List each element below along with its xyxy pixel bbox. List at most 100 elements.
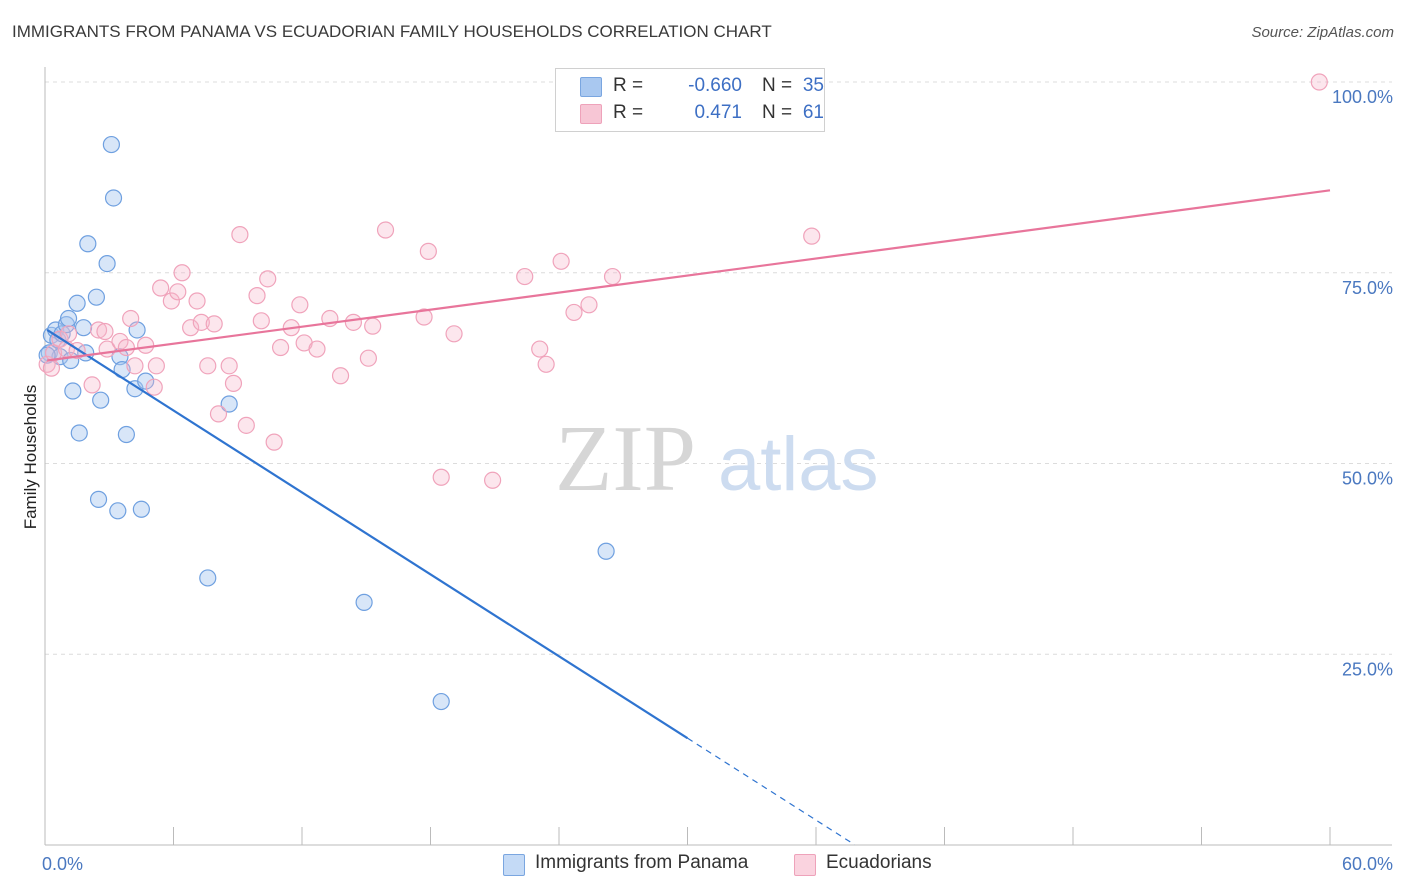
point-ecuadorians <box>415 308 433 326</box>
point-ecuadorians <box>359 349 377 367</box>
point-panama <box>132 500 150 518</box>
series-swatch-panama <box>503 854 525 876</box>
point-ecuadorians <box>111 332 129 351</box>
point-panama <box>432 692 450 711</box>
data-points <box>38 73 1328 711</box>
point-panama <box>104 189 123 207</box>
point-ecuadorians <box>565 303 583 322</box>
point-ecuadorians <box>248 287 266 305</box>
series-label-panama: Immigrants from Panama <box>535 852 749 873</box>
point-ecuadorians <box>89 321 108 339</box>
point-ecuadorians <box>209 405 228 423</box>
point-ecuadorians <box>331 367 350 385</box>
point-ecuadorians <box>199 357 217 375</box>
x-tick-label: 0.0% <box>42 854 83 874</box>
point-ecuadorians <box>537 355 555 373</box>
point-panama <box>117 425 135 444</box>
legend-swatch-ecuadorians <box>580 104 602 124</box>
point-ecuadorians <box>137 336 155 354</box>
legend-n-value: 35 <box>802 75 824 96</box>
point-ecuadorians <box>237 416 255 434</box>
point-ecuadorians <box>83 376 101 394</box>
point-ecuadorians <box>231 226 249 244</box>
point-ecuadorians <box>552 252 570 270</box>
source-label: Source: ZipAtlas.com <box>1251 24 1394 41</box>
point-panama <box>137 372 155 390</box>
point-ecuadorians <box>445 325 463 343</box>
trend-line-ecuadorians <box>46 189 1331 362</box>
point-panama <box>109 502 127 520</box>
watermark-zip: ZIP <box>555 407 696 511</box>
trend-lines <box>46 189 1331 846</box>
point-ecuadorians <box>432 468 450 486</box>
y-tick-label: 75.0% <box>1342 278 1393 298</box>
point-panama <box>220 395 238 413</box>
y-tick-label: 25.0% <box>1342 659 1393 679</box>
point-ecuadorians <box>224 374 243 392</box>
point-panama <box>68 294 86 312</box>
point-panama <box>64 382 82 400</box>
x-tick-label: 60.0% <box>1342 854 1393 874</box>
point-ecuadorians <box>252 312 270 330</box>
series-swatch-ecuadorians <box>794 854 816 876</box>
legend-swatch-panama <box>580 77 602 97</box>
point-ecuadorians <box>192 313 210 331</box>
correlation-legend: R = -0.660 N = 35 R = 0.471 N = 61 <box>555 68 825 132</box>
tick-labels: 25.0% 50.0% 75.0% 100.0% 0.0% 60.0% <box>42 87 1393 874</box>
legend-r-value: -0.660 <box>688 75 742 96</box>
point-ecuadorians <box>147 357 165 375</box>
point-ecuadorians <box>308 340 326 358</box>
legend-n-label: N = <box>762 102 793 123</box>
point-ecuadorians <box>271 338 290 357</box>
point-ecuadorians <box>516 267 534 286</box>
point-ecuadorians <box>145 378 163 396</box>
point-ecuadorians <box>603 267 622 286</box>
legend-n-value: 61 <box>802 102 824 123</box>
point-ecuadorians <box>42 359 61 377</box>
point-ecuadorians <box>188 292 206 310</box>
point-panama <box>111 348 129 366</box>
point-ecuadorians <box>182 319 200 337</box>
point-panama <box>98 254 116 273</box>
point-panama <box>199 569 217 587</box>
point-ecuadorians <box>169 283 187 301</box>
trend-line-panama <box>46 329 689 740</box>
grid-lines <box>45 81 1392 655</box>
point-ecuadorians <box>122 309 140 328</box>
point-panama <box>92 391 110 409</box>
watermark: ZIP atlas <box>555 407 879 511</box>
point-ecuadorians <box>220 357 238 375</box>
point-panama <box>59 309 78 328</box>
point-ecuadorians <box>117 338 135 357</box>
point-ecuadorians <box>1310 73 1328 91</box>
point-ecuadorians <box>376 221 395 239</box>
y-tick-label: 50.0% <box>1342 469 1393 489</box>
point-ecuadorians <box>364 317 382 335</box>
point-ecuadorians <box>162 292 180 310</box>
point-ecuadorians <box>259 270 277 288</box>
point-panama <box>79 235 97 253</box>
point-panama <box>89 490 108 508</box>
point-ecuadorians <box>484 471 502 489</box>
point-panama <box>87 288 106 306</box>
y-tick-label: 100.0% <box>1332 87 1393 107</box>
point-ecuadorians <box>531 340 549 358</box>
point-panama <box>597 542 615 560</box>
point-ecuadorians <box>291 296 309 314</box>
legend-r-label: R = <box>613 75 644 96</box>
legend-r-value: 0.471 <box>694 102 742 123</box>
axes <box>44 67 1392 846</box>
point-ecuadorians <box>803 227 821 245</box>
y-axis-label: Family Households <box>21 385 40 530</box>
point-panama <box>355 593 373 611</box>
series-label-ecuadorians: Ecuadorians <box>826 852 932 873</box>
trend-line-panama-extension <box>687 737 855 846</box>
legend-r-label: R = <box>613 102 644 123</box>
series-legend: Immigrants from Panama Ecuadorians <box>0 852 1406 878</box>
point-ecuadorians <box>96 322 114 341</box>
point-ecuadorians <box>152 279 170 297</box>
point-ecuadorians <box>580 296 598 314</box>
point-ecuadorians <box>173 264 191 282</box>
point-ecuadorians <box>59 325 78 343</box>
